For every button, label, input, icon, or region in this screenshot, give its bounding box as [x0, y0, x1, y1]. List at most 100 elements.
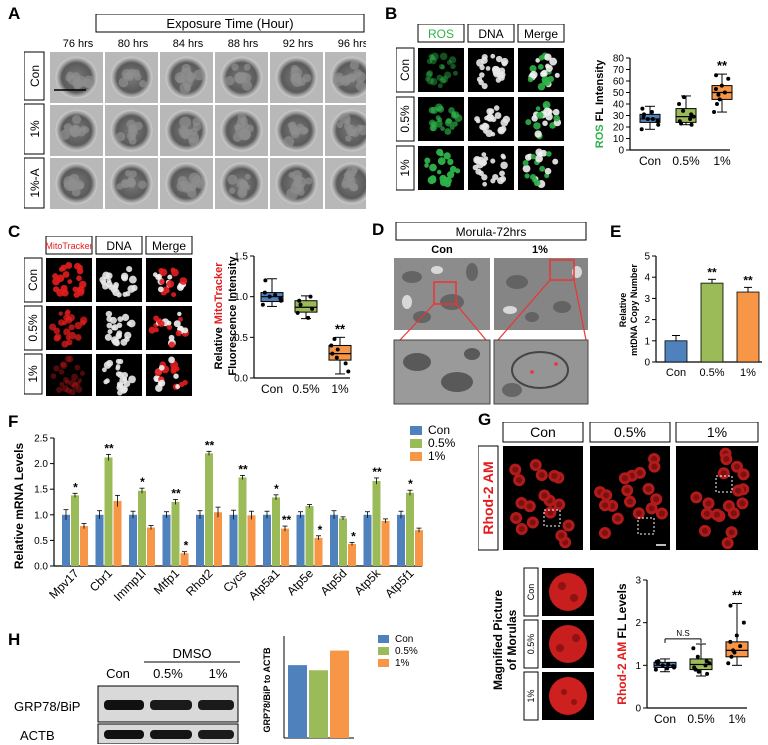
panel-c-figure: MitoTracker DNA Merge Con 0.5% 1% [24, 236, 193, 396]
panel-c-col-mito: MitoTracker [45, 241, 92, 251]
chart-f-legend-label-0: Con [428, 423, 450, 437]
chart-f-sig05-2: * [140, 475, 145, 489]
chart-b-ytick-2: 20 [613, 123, 625, 134]
chart-g-point-2-5 [728, 639, 733, 644]
panel-d-col-1: 1% [532, 244, 548, 256]
chart-c-ytick-1: 0.5 [234, 333, 248, 344]
chart-f-bar-2-5 [247, 515, 256, 566]
panel-d-figure: Morula-72hrs Con 1% [393, 222, 589, 405]
chart-e-xtick-0: Con [666, 367, 686, 379]
chart-f-bar-2-3 [180, 553, 189, 566]
panel-c-col-dna: DNA [106, 239, 131, 253]
chart-h-bar-2 [330, 650, 349, 738]
chart-b-point-1-6 [681, 108, 686, 113]
chart-g-sig-2: ** [732, 587, 743, 602]
panel-b-figure: ROS DNA Merge Con 0.5% 1% [396, 24, 565, 191]
panel-c-label: C [8, 222, 21, 241]
panel-g-mag-label-2: of Morulas [505, 609, 519, 670]
chart-f-xtick-9: Atp5k [352, 566, 384, 598]
chart-c-point-0-2 [278, 296, 283, 301]
chart-f-xtick-7: Atp5e [284, 566, 316, 598]
panel-f-label: F [8, 412, 19, 431]
chart-e-xtick-1: 0.5% [699, 367, 724, 379]
panel-a-header: Exposure Time (Hour) [166, 16, 293, 31]
chart-e-sig-1: ** [707, 265, 717, 279]
chart-e-ytick-2: 2 [644, 315, 650, 326]
chart-f-ytick-4: 2.0 [34, 459, 48, 470]
chart-c-ytick-0: 0.0 [234, 374, 248, 385]
chart-f-bar-2-6 [281, 528, 289, 566]
panel-g-mag-row-05: 0.5% [526, 634, 536, 655]
chart-f-bar-2-7 [314, 537, 323, 566]
chart-g-point-2-3 [731, 648, 736, 653]
chart-b-point-0-3 [645, 116, 650, 121]
chart-f-bar-0-4 [196, 514, 204, 566]
chart-f-bar-0-2 [129, 514, 137, 566]
panel-h-lane-05: 0.5% [153, 666, 183, 681]
panel-a-time-5: 96 hrs [338, 38, 366, 50]
chart-b-xtick-0: Con [639, 154, 661, 168]
chart-b-point-1-3 [688, 116, 693, 121]
chart-g-point-1-2 [692, 665, 697, 670]
chart-f-bar-1-1 [104, 457, 113, 566]
chart-b-point-1-7 [677, 102, 682, 106]
chart-e-ytick-1: 1 [644, 336, 650, 347]
chart-h-legend-swatch-1 [378, 647, 389, 655]
chart-f-xtick-5: Cycs [220, 566, 249, 595]
chart-b-point-0-4 [650, 116, 655, 121]
chart-c-point-2-3 [330, 351, 335, 356]
chart-g-ytick-2: 2 [635, 618, 641, 629]
chart-f-bar-1-6 [272, 497, 280, 566]
chart-g-box-2 [725, 641, 749, 658]
chart-b-point-2-5 [713, 87, 718, 92]
chart-f-bar-0-0 [62, 514, 70, 566]
chart-c-point-2-0 [346, 369, 351, 374]
chart-b-point-2-1 [714, 102, 719, 106]
chart-g-point-2-4 [738, 644, 743, 649]
chart-f-bar-0-5 [229, 514, 238, 566]
chart-g: 0 1 2 3 Con 0.5% 1% ** Rhod-2 AM FL Levels N.S [615, 576, 749, 726]
chart-h-ylabel: GRP78/BiP to ACTB [262, 647, 272, 733]
chart-f-bar-1-2 [138, 490, 146, 566]
chart-g-point-0-3 [660, 663, 665, 668]
chart-f-ytick-1: 0.5 [34, 536, 48, 547]
chart-b-point-2-6 [719, 83, 724, 88]
chart-h-bar-0 [288, 665, 307, 738]
chart-b-ytick-5: 50 [613, 88, 625, 99]
chart-g-ylabel: Rhod-2 AM FL Levels [615, 583, 629, 705]
panel-h-figure: DMSO Con 0.5% 1% GRP78/BiP ACTB [14, 646, 240, 744]
chart-b-ytick-1: 10 [613, 134, 625, 145]
chart-b-sig-2: ** [717, 58, 728, 73]
chart-f-xtick-8: Atp5d [318, 566, 350, 598]
panel-h-lane-1: 1% [209, 666, 228, 681]
chart-f-sig05-10: * [408, 477, 413, 491]
chart-b-point-0-6 [641, 112, 646, 117]
chart-h-legend-label-0: Con [395, 634, 413, 645]
chart-g-point-2-7 [741, 620, 746, 625]
chart-e-ytick-4: 4 [644, 273, 650, 284]
panel-g-label: G [478, 410, 492, 429]
chart-g-point-1-5 [704, 659, 709, 664]
chart-b-point-0-0 [639, 127, 644, 132]
panel-a-row-con: Con [28, 65, 42, 87]
panel-g-mag-row-con: Con [526, 584, 536, 601]
chart-g-point-2-0 [726, 661, 731, 666]
chart-h-bar-1 [309, 670, 328, 738]
panel-b-row-1: 1% [398, 159, 412, 177]
panel-d-col-con: Con [431, 244, 453, 256]
chart-f-sig05-0: * [73, 480, 78, 494]
chart-f-bar-1-10 [406, 492, 414, 566]
chart-g-point-1-3 [703, 663, 708, 668]
chart-e-xtick-2: 1% [740, 367, 756, 379]
chart-g-point-1-7 [691, 646, 696, 651]
chart-b-ytick-7: 70 [613, 65, 625, 76]
chart-c-box-1 [294, 300, 318, 313]
chart-b-point-2-2 [717, 97, 722, 102]
chart-f-bar-1-8 [339, 518, 347, 566]
panel-d-title: Morula-72hrs [456, 225, 527, 239]
chart-g-point-0-8 [654, 659, 659, 664]
chart-f-bar-2-1 [113, 500, 122, 566]
